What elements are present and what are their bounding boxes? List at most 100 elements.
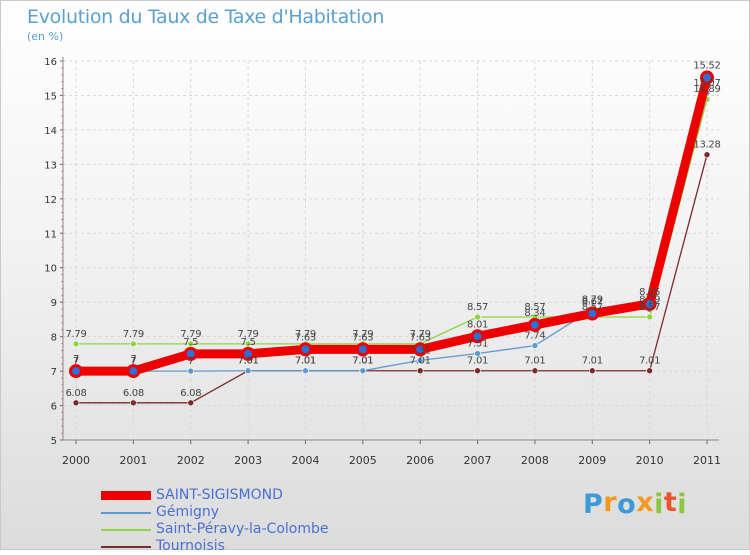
y-tick-label: 13	[44, 160, 57, 171]
legend-label: Saint-Péravy-la-Colombe	[156, 521, 329, 537]
data-label: 7.01	[467, 356, 488, 367]
data-point	[700, 70, 714, 85]
data-point	[69, 364, 83, 379]
y-tick-label: 6	[51, 402, 57, 413]
data-point	[470, 329, 485, 344]
data-point	[588, 367, 596, 375]
data-label: 8.79	[639, 294, 660, 305]
data-label-group: 7 7 7.5 7.5 7.63 7.63 7.63 8.01 8.34 8.67 8.95 15.5…	[65, 61, 720, 399]
axes: 5 6 7 8 9 10 11 12 13 14 15 16 2000 2001 2002 2003 2004 2…	[44, 57, 721, 467]
data-label: 7.63	[295, 332, 316, 343]
logo-letter: x	[636, 487, 655, 518]
x-tick-label: 2003	[234, 454, 262, 467]
data-point	[298, 342, 313, 357]
logo-letter: i	[654, 489, 664, 520]
x-tick-label: 2006	[406, 454, 434, 467]
data-point	[474, 313, 481, 321]
data-label: 6.08	[123, 388, 144, 399]
x-tick-label: 2011	[693, 454, 721, 467]
data-point	[130, 399, 137, 407]
y-tick-label: 16	[44, 57, 57, 68]
data-point	[474, 367, 481, 375]
data-point	[527, 317, 542, 332]
data-label: 7.01	[352, 356, 373, 367]
data-label: 8.01	[467, 319, 488, 330]
data-point	[72, 340, 80, 348]
x-tick-label: 2007	[464, 454, 492, 467]
data-label: 7.79	[410, 329, 431, 340]
data-point	[241, 346, 256, 361]
data-label: 6.08	[65, 388, 86, 399]
data-label: 7.01	[295, 356, 316, 367]
data-label: 13.28	[693, 140, 720, 151]
x-tick-label: 2008	[521, 454, 549, 467]
data-label: 6.08	[180, 388, 201, 399]
legend-label: Tournoisis	[156, 538, 225, 554]
chart-title: Evolution du Taux de Taxe d'Habitation	[27, 6, 385, 28]
legend-label: Gémigny	[156, 504, 220, 520]
legend-swatch	[101, 511, 151, 514]
data-label: 7	[73, 356, 79, 367]
logo-letter: r	[603, 487, 618, 518]
data-point	[416, 367, 424, 375]
data-label: 7.79	[123, 329, 144, 340]
data-point	[703, 151, 711, 159]
legend-label: SAINT-SIGISMOND	[156, 487, 283, 503]
data-point	[531, 342, 539, 349]
data-point	[355, 342, 370, 357]
plot-area	[63, 61, 719, 440]
series-tournoisis	[72, 151, 711, 407]
data-label: 8.79	[582, 294, 603, 305]
y-axis-label: (en %)	[27, 30, 64, 43]
data-label: 15.07	[693, 78, 720, 89]
data-label: 7	[188, 356, 194, 367]
data-label: 7.01	[410, 356, 431, 367]
series-line	[75, 92, 708, 372]
data-point	[302, 367, 309, 375]
data-point	[646, 367, 653, 375]
y-tick-label: 9	[51, 298, 57, 309]
data-label: 7.79	[65, 329, 86, 340]
data-label: 7.01	[295, 356, 316, 367]
series-line	[75, 98, 708, 345]
data-point	[126, 364, 141, 379]
y-tick-label: 12	[44, 195, 57, 206]
data-label: 7.63	[352, 332, 373, 343]
data-label: 7.5	[241, 337, 256, 348]
y-tick-label: 5	[51, 436, 57, 447]
series-line	[75, 154, 708, 404]
data-label: 7.5	[183, 337, 198, 348]
data-label: 8.57	[467, 302, 488, 313]
y-tick-label: 8	[51, 333, 57, 344]
data-label: 7	[130, 356, 136, 367]
data-label: 8.57	[524, 302, 545, 313]
data-label: 7.79	[295, 329, 316, 340]
x-tick-label: 2010	[636, 454, 664, 467]
data-point	[646, 313, 653, 321]
data-label: 7.51	[467, 339, 488, 350]
series-saint-sigismond	[69, 70, 714, 379]
legend-swatch	[101, 528, 151, 531]
data-point	[72, 399, 80, 407]
legend-swatch	[101, 545, 151, 548]
data-label: 7.01	[524, 356, 545, 367]
data-point	[359, 367, 367, 375]
data-label: 7.79	[352, 329, 373, 340]
data-point	[531, 367, 539, 375]
data-label: 7.01	[582, 356, 603, 367]
x-tick-label: 2009	[578, 454, 606, 467]
data-label: 8.57	[582, 302, 603, 313]
data-label: 7.01	[352, 356, 373, 367]
y-tick-label: 15	[44, 91, 57, 102]
y-tick-label: 14	[44, 126, 57, 137]
logo-letter: t	[663, 487, 678, 518]
data-label: 7.79	[238, 329, 259, 340]
data-point	[187, 399, 195, 407]
data-label: 7.01	[238, 356, 259, 367]
data-label: 7.01	[238, 356, 259, 367]
proxiti-logo: Proxiti	[583, 487, 687, 520]
logo-letter: P	[583, 489, 604, 520]
data-label: 7.74	[524, 331, 545, 342]
